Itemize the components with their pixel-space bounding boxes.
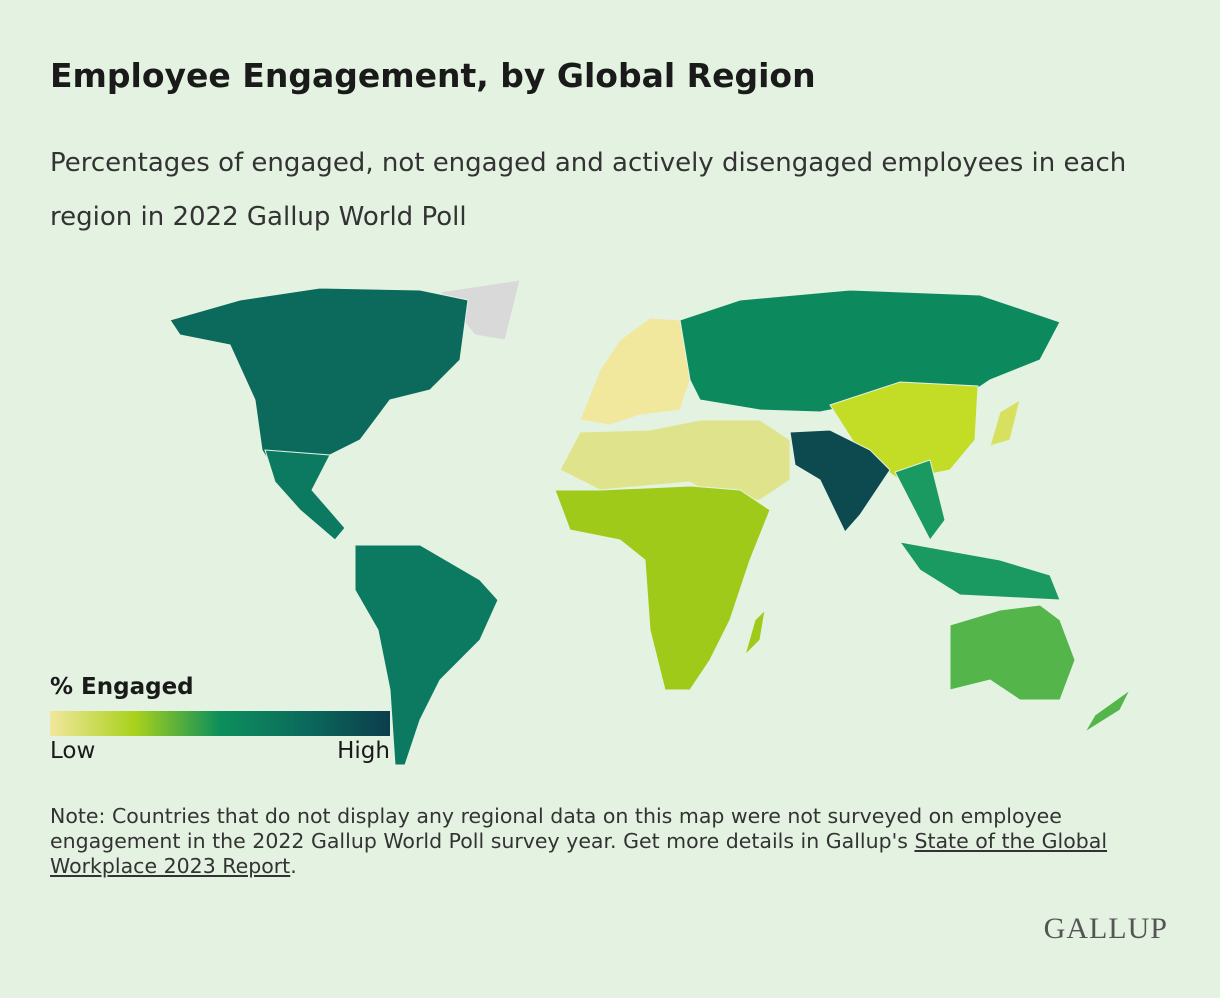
world-map [169,279,1131,766]
legend-gradient [50,711,390,736]
japan [989,398,1021,447]
mena [559,419,791,501]
subtitle: Percentages of engaged, not engaged and … [50,148,1127,232]
europe [579,317,691,426]
new-zealand [1084,689,1131,733]
central-america [264,449,346,541]
australia [949,604,1076,701]
south-america [354,544,499,766]
legend-high-label: High [337,738,390,764]
sub-saharan-africa [554,485,771,691]
southeast-asia [894,459,946,541]
legend-low-label: Low [50,738,96,764]
legend-title: % Engaged [50,674,194,700]
title: Employee Engagement, by Global Region [50,56,816,95]
note-text: Note: Countries that do not display any … [50,804,1062,853]
note-end: . [290,854,297,878]
report-link[interactable]: State of the Global Workplace 2023 Repor… [50,829,1108,878]
south-asia [789,429,891,533]
note: Note: Countries that do not display any … [50,804,1170,879]
madagascar [743,608,766,657]
north-america [169,287,469,481]
logo: GALLUP [1043,912,1168,945]
indonesia [898,541,1061,601]
